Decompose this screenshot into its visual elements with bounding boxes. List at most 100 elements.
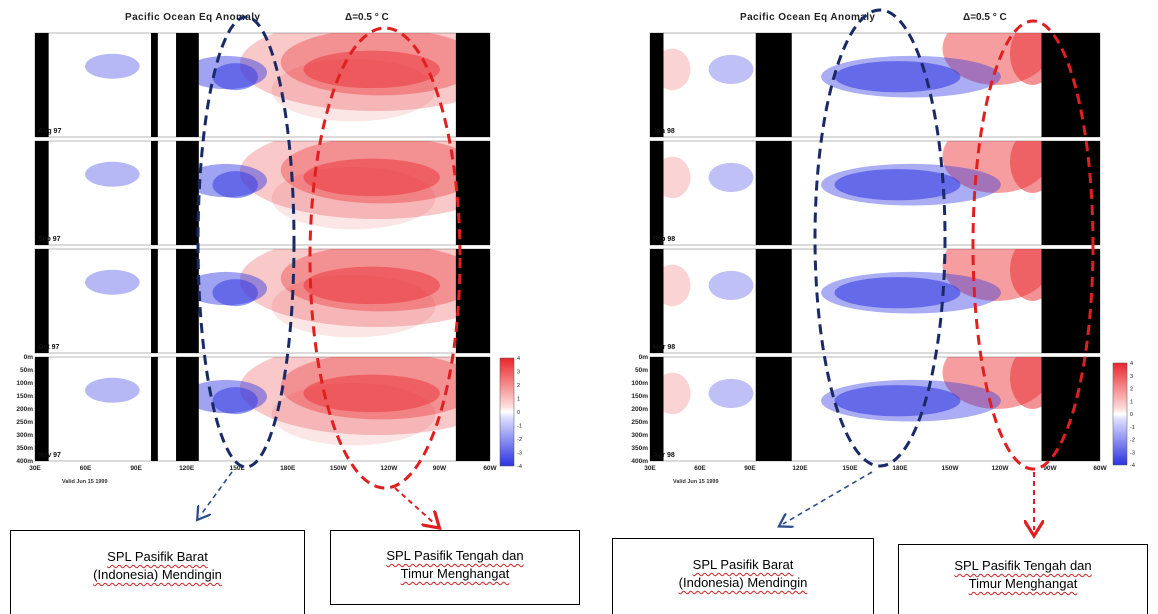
annotation-line: (Indonesia) Mendingin bbox=[678, 575, 808, 590]
colorbar-tick-label: 2 bbox=[1130, 387, 1133, 393]
cold-anomaly bbox=[212, 387, 258, 415]
cold-anomaly bbox=[212, 63, 258, 91]
y-tick-label: 150m bbox=[16, 393, 33, 400]
y-tick-label: 0m bbox=[639, 354, 649, 361]
y-tick-label: 300m bbox=[631, 432, 648, 439]
y-tick-label: 50m bbox=[635, 367, 648, 374]
cold-anomaly bbox=[708, 54, 754, 84]
colorbar-tick-label: 0 bbox=[517, 410, 520, 416]
cold-anomaly bbox=[708, 162, 754, 192]
y-tick-label: 0m bbox=[24, 354, 34, 361]
colorbar-tick-label: 3 bbox=[1130, 374, 1133, 380]
cold-anomaly bbox=[834, 61, 961, 93]
y-tick-label: 200m bbox=[631, 406, 648, 413]
land-mask bbox=[455, 33, 490, 137]
heatmap-panel: Oct 97 bbox=[34, 248, 491, 354]
warm-anomaly bbox=[271, 275, 436, 338]
left-delta-label: Δ=0.5 ° C bbox=[345, 12, 389, 23]
left-chart-title: Pacific Ocean Eq Anomaly bbox=[125, 12, 261, 23]
colorbar-tick-label: 0 bbox=[1130, 412, 1133, 418]
land-mask bbox=[176, 33, 199, 137]
cold-anomaly bbox=[212, 171, 258, 199]
cold-anomaly bbox=[708, 270, 754, 300]
x-tick-label: 120E bbox=[179, 465, 195, 472]
cold-anomaly bbox=[708, 378, 754, 408]
y-tick-label: 100m bbox=[631, 380, 648, 387]
cold-anomaly bbox=[834, 385, 961, 417]
colorbar: 4 3 2 1 0 -1 -2 -3 -4 bbox=[1112, 361, 1135, 469]
x-tick-label: 150E bbox=[230, 465, 246, 472]
land-mask bbox=[35, 357, 49, 461]
right-footer-date: Valid Jun 15 1999 bbox=[673, 479, 719, 485]
heatmap-panel: Jan 98 bbox=[649, 32, 1101, 138]
x-tick-label: 180E bbox=[892, 465, 908, 472]
cold-anomaly bbox=[834, 169, 961, 201]
land-mask bbox=[151, 357, 158, 461]
cold-anomaly bbox=[834, 277, 961, 309]
colorbar-tick-label: -4 bbox=[517, 464, 522, 470]
heatmap-panel: Aug 97 bbox=[34, 32, 491, 138]
y-tick-label: 400m bbox=[16, 458, 33, 465]
right-heatmap-panels: Jan 98 Feb 98 Mar 98 Apr 98 0m 50m 100m 150m 200… bbox=[631, 32, 1135, 472]
warm-anomaly bbox=[271, 167, 436, 230]
land-mask bbox=[755, 357, 792, 461]
heatmap-panel: Nov 97 bbox=[34, 356, 491, 462]
land-mask bbox=[176, 249, 199, 353]
colorbar-tick-label: -1 bbox=[1130, 425, 1135, 431]
x-tick-label: 60W bbox=[1093, 465, 1107, 472]
panel-month-label: Feb 98 bbox=[653, 236, 675, 243]
right-chart-title: Pacific Ocean Eq Anomaly bbox=[740, 12, 876, 23]
land-mask bbox=[650, 141, 664, 245]
annotation-line: SPL Pasifik Barat bbox=[107, 549, 208, 564]
x-tick-label: 60E bbox=[80, 465, 92, 472]
land-mask bbox=[455, 249, 490, 353]
land-mask bbox=[35, 249, 49, 353]
heatmap-panel: Mar 98 bbox=[649, 248, 1101, 354]
colorbar-tick-label: -3 bbox=[1130, 450, 1135, 456]
annotation-box-right-east: SPL Pasifik Tengah dan Timur Menghangat bbox=[898, 544, 1148, 614]
land-mask bbox=[650, 33, 664, 137]
panel-month-label: Nov 97 bbox=[38, 452, 61, 459]
colorbar-tick-label: 1 bbox=[1130, 399, 1133, 405]
y-tick-label: 350m bbox=[631, 445, 648, 452]
annotation-line: (Indonesia) Mendingin bbox=[93, 567, 222, 582]
panel-month-label: Oct 97 bbox=[38, 344, 60, 351]
x-tick-label: 90E bbox=[130, 465, 142, 472]
left-heatmap-panels: Aug 97 Sep 97 Oct 97 Nov 97 0m 50m 100m 150m 200… bbox=[16, 32, 522, 472]
annotation-line: SPL Pasifik Tengah dan bbox=[386, 548, 524, 563]
heatmap-panel: Feb 98 bbox=[649, 140, 1101, 246]
x-tick-label: 150W bbox=[330, 465, 348, 472]
x-tick-label: 120E bbox=[792, 465, 808, 472]
land-mask bbox=[151, 141, 158, 245]
x-tick-label: 150E bbox=[842, 465, 858, 472]
land-mask bbox=[650, 249, 664, 353]
land-mask bbox=[151, 33, 158, 137]
panel-month-label: Apr 98 bbox=[653, 452, 675, 459]
colorbar: 4 3 2 1 0 -1 -2 -3 -4 bbox=[499, 356, 522, 470]
annotation-box-left-west: SPL Pasifik Barat (Indonesia) Mendingin bbox=[10, 530, 305, 614]
colorbar-tick-label: 3 bbox=[517, 370, 520, 376]
land-mask bbox=[176, 357, 199, 461]
annotation-line: Timur Menghangat bbox=[400, 566, 510, 581]
heatmap-panel: Apr 98 bbox=[649, 356, 1101, 462]
panel-month-label: Jan 98 bbox=[653, 128, 675, 135]
y-tick-label: 100m bbox=[16, 380, 33, 387]
x-tick-label: 150W bbox=[942, 465, 960, 472]
panel-month-label: Mar 98 bbox=[653, 344, 675, 351]
colorbar-tick-label: 2 bbox=[517, 383, 520, 389]
annotation-line: SPL Pasifik Barat bbox=[692, 557, 794, 572]
land-mask bbox=[455, 357, 490, 461]
y-tick-label: 300m bbox=[16, 432, 33, 439]
y-tick-label: 200m bbox=[16, 406, 33, 413]
y-tick-label: 150m bbox=[631, 393, 648, 400]
colorbar-tick-label: 4 bbox=[1130, 361, 1133, 367]
cold-anomaly bbox=[85, 269, 140, 295]
land-mask bbox=[1041, 33, 1100, 137]
annotation-line: SPL Pasifik Tengah dan bbox=[954, 558, 1092, 573]
annotation-box-right-west: SPL Pasifik Barat (Indonesia) Mendingin bbox=[612, 538, 874, 614]
land-mask bbox=[1041, 357, 1100, 461]
land-mask bbox=[35, 33, 49, 137]
x-tick-label: 120W bbox=[992, 465, 1010, 472]
land-mask bbox=[176, 141, 199, 245]
x-tick-label: 60E bbox=[694, 465, 706, 472]
